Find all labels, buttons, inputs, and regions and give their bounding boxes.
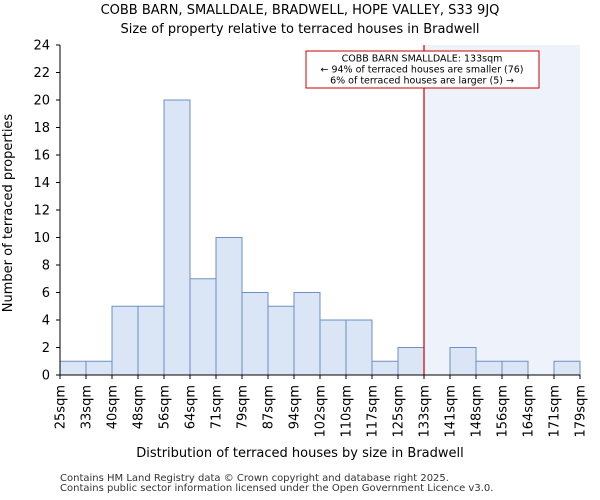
annotation-line-2: ← 94% of terraced houses are smaller (76… bbox=[320, 65, 523, 76]
bar-110sqm bbox=[345, 319, 373, 376]
y-tick-label: 14 bbox=[33, 176, 50, 191]
x-tick-label: 164sqm bbox=[522, 385, 537, 438]
x-tick-label: 25sqm bbox=[54, 385, 69, 429]
bar-33sqm bbox=[85, 360, 113, 376]
footer-line-1: Contains HM Land Registry data © Crown c… bbox=[60, 473, 449, 484]
x-axis-label: Distribution of terraced houses by size … bbox=[136, 446, 464, 461]
y-tick-label: 0 bbox=[42, 369, 50, 384]
x-tick-label: 133sqm bbox=[418, 385, 433, 438]
y-tick-label: 4 bbox=[42, 314, 50, 329]
y-tick-label: 22 bbox=[33, 66, 50, 81]
bar-117sqm bbox=[371, 360, 399, 376]
annotation-border bbox=[305, 50, 540, 89]
x-tick-label: 102sqm bbox=[314, 385, 329, 438]
y-tick-label: 20 bbox=[33, 94, 50, 109]
bar-102sqm bbox=[319, 319, 347, 376]
bar-64sqm bbox=[189, 278, 217, 376]
y-tick-label: 2 bbox=[42, 341, 50, 356]
x-tick-label: 171sqm bbox=[548, 385, 563, 438]
bar-141sqm bbox=[449, 347, 477, 376]
bar-79sqm bbox=[241, 292, 269, 376]
y-tick-label: 24 bbox=[33, 39, 50, 54]
y-tick-label: 8 bbox=[42, 259, 50, 274]
x-tick-label: 64sqm bbox=[184, 385, 199, 429]
x-tick-label: 79sqm bbox=[236, 385, 251, 429]
x-tick-label: 148sqm bbox=[470, 385, 485, 438]
bar-87sqm bbox=[267, 305, 295, 376]
x-tick-label: 87sqm bbox=[262, 385, 277, 429]
footer-line-2: Contains public sector information licen… bbox=[60, 483, 494, 494]
plot-background bbox=[424, 45, 580, 375]
y-tick-label: 10 bbox=[33, 231, 50, 246]
annotation-line-3: 6% of terraced houses are larger (5) → bbox=[330, 76, 514, 87]
bar-125sqm bbox=[397, 347, 425, 376]
x-tick-label: 33sqm bbox=[80, 385, 95, 429]
annotation-box: COBB BARN SMALLDALE: 133sqm ← 94% of ter… bbox=[305, 50, 540, 89]
bar-71sqm bbox=[215, 237, 243, 376]
chart-title: COBB BARN, SMALLDALE, BRADWELL, HOPE VAL… bbox=[101, 3, 500, 18]
y-axis-label: Number of terraced properties bbox=[1, 114, 16, 313]
x-tick-label: 110sqm bbox=[340, 385, 355, 438]
bar-156sqm bbox=[501, 360, 529, 376]
y-tick-label: 6 bbox=[42, 286, 50, 301]
x-tick-label: 48sqm bbox=[132, 385, 147, 429]
x-tick-label: 71sqm bbox=[210, 385, 225, 429]
bar-94sqm bbox=[293, 292, 321, 376]
annotation-line-1: COBB BARN SMALLDALE: 133sqm bbox=[342, 54, 503, 65]
x-tick-label: 156sqm bbox=[496, 385, 511, 438]
bar-40sqm bbox=[111, 305, 139, 376]
x-tick-label: 117sqm bbox=[366, 385, 381, 438]
chart-subtitle: Size of property relative to terraced ho… bbox=[120, 22, 479, 37]
bar-171sqm bbox=[553, 360, 581, 376]
x-tick-label: 141sqm bbox=[444, 385, 459, 438]
x-tick-label: 56sqm bbox=[158, 385, 173, 429]
y-tick-label: 16 bbox=[33, 149, 50, 164]
larger-region-shade bbox=[424, 45, 580, 375]
x-tick-label: 179sqm bbox=[574, 385, 589, 438]
x-ticks: 25sqm 33sqm 40sqm 48sqm 56sqm 64sqm 71sqm 79sqm… bbox=[54, 375, 589, 438]
bar-48sqm bbox=[137, 305, 165, 376]
x-tick-label: 94sqm bbox=[288, 385, 303, 429]
x-tick-label: 40sqm bbox=[106, 385, 121, 429]
bar-148sqm bbox=[475, 360, 503, 376]
bars bbox=[59, 99, 581, 376]
bar-56sqm bbox=[163, 99, 191, 376]
y-tick-label: 12 bbox=[33, 204, 50, 219]
bar-25sqm bbox=[59, 360, 87, 376]
y-tick-label: 18 bbox=[33, 121, 50, 136]
x-tick-label: 125sqm bbox=[392, 385, 407, 438]
